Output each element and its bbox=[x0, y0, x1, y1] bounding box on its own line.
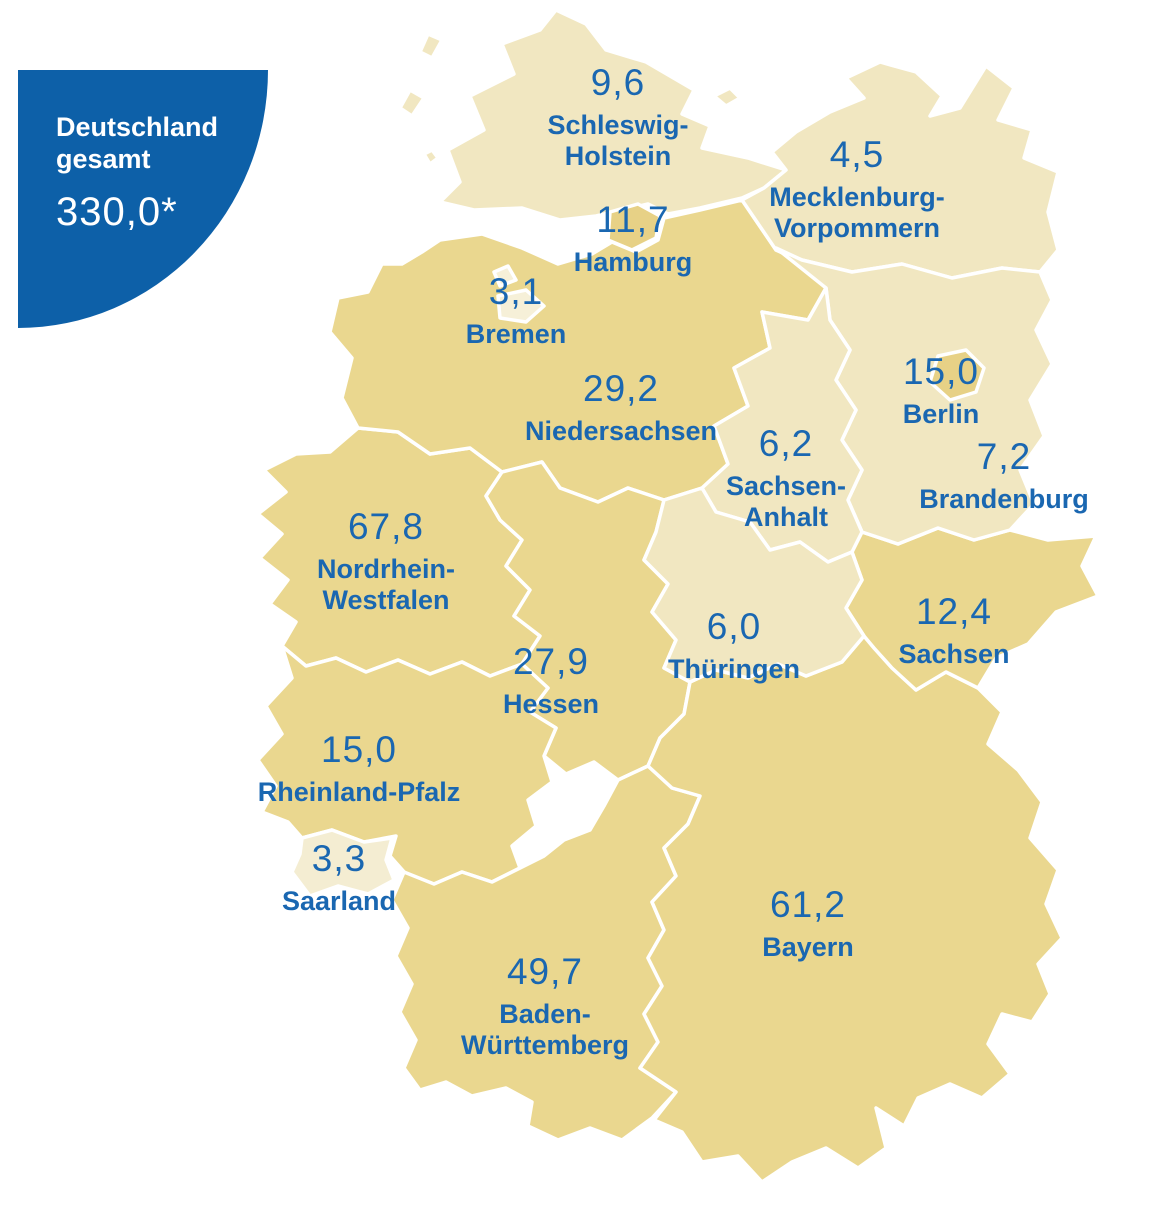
state-name: Schleswig- Holstein bbox=[547, 109, 689, 171]
label-bremen: 3,1 Bremen bbox=[465, 271, 567, 350]
state-value: 15,0 bbox=[902, 351, 979, 392]
state-value: 11,7 bbox=[596, 199, 670, 240]
label-baden-wuerttemberg: 49,7 Baden- Württemberg bbox=[461, 951, 629, 1060]
label-rheinland-pfalz: 15,0 Rheinland-Pfalz bbox=[257, 729, 461, 808]
state-name: Hessen bbox=[502, 688, 600, 719]
label-brandenburg: 7,2 Brandenburg bbox=[919, 436, 1089, 515]
state-name: Rheinland-Pfalz bbox=[257, 776, 461, 807]
label-sachsen: 12,4 Sachsen bbox=[898, 591, 1010, 670]
state-name: Baden- Württemberg bbox=[461, 998, 629, 1060]
map-region-saarland bbox=[290, 828, 396, 898]
island-fehmarn bbox=[712, 86, 742, 108]
map-region-thueringen bbox=[642, 486, 866, 684]
map-region-hamburg bbox=[606, 202, 662, 252]
label-bayern: 61,2 Bayern bbox=[762, 884, 854, 963]
state-value: 27,9 bbox=[512, 641, 589, 682]
total-badge-value: 330,0* bbox=[56, 189, 178, 234]
label-sachsen-anhalt: 6,2 Sachsen- Anhalt bbox=[725, 423, 847, 532]
state-name: Sachsen bbox=[898, 638, 1010, 669]
island-north-frisian-3 bbox=[422, 148, 440, 166]
island-north-frisian-2 bbox=[398, 88, 426, 118]
state-value: 15,0 bbox=[320, 729, 398, 770]
label-berlin: 15,0 Berlin bbox=[902, 351, 980, 430]
state-name: Nordrhein- Westfalen bbox=[317, 553, 455, 615]
state-value: 4,5 bbox=[829, 134, 885, 175]
state-name: Bremen bbox=[465, 318, 567, 349]
island-north-frisian-1 bbox=[418, 32, 444, 60]
state-name: Berlin bbox=[902, 398, 980, 429]
label-hessen: 27,9 Hessen bbox=[502, 641, 600, 720]
label-nordrhein-westfalen: 67,8 Nordrhein- Westfalen bbox=[317, 506, 455, 615]
state-value: 9,6 bbox=[590, 62, 646, 103]
map-region-schleswig-holstein bbox=[438, 8, 788, 222]
state-value: 29,2 bbox=[582, 368, 660, 409]
state-value: 12,4 bbox=[915, 591, 992, 632]
state-name: Saarland bbox=[281, 885, 397, 916]
state-name: Hamburg bbox=[573, 246, 693, 277]
map-region-bremerhaven bbox=[492, 264, 518, 288]
state-value: 6,0 bbox=[706, 606, 762, 647]
state-name: Thüringen bbox=[668, 653, 800, 684]
state-value: 7,2 bbox=[976, 436, 1032, 477]
label-thueringen: 6,0 Thüringen bbox=[668, 606, 800, 685]
state-name: Brandenburg bbox=[919, 483, 1089, 514]
state-name: Sachsen- Anhalt bbox=[725, 470, 847, 532]
state-name: Bayern bbox=[762, 931, 854, 962]
label-mecklenburg-vorpommern: 4,5 Mecklenburg- Vorpommern bbox=[769, 134, 945, 243]
state-value: 3,3 bbox=[311, 838, 367, 879]
label-schleswig-holstein: 9,6 Schleswig- Holstein bbox=[547, 62, 689, 171]
label-niedersachsen: 29,2 Niedersachsen bbox=[524, 368, 718, 447]
state-name: Mecklenburg- Vorpommern bbox=[769, 181, 945, 243]
total-badge-title: Deutschland gesamt bbox=[56, 112, 219, 174]
state-value: 6,2 bbox=[758, 423, 814, 464]
label-saarland: 3,3 Saarland bbox=[281, 838, 397, 917]
label-hamburg: 11,7 Hamburg bbox=[573, 199, 693, 278]
state-value: 3,1 bbox=[488, 271, 544, 312]
state-name: Niedersachsen bbox=[524, 415, 718, 446]
state-value: 49,7 bbox=[506, 951, 583, 992]
map-region-bremen bbox=[496, 288, 546, 324]
state-value: 61,2 bbox=[769, 884, 847, 925]
state-value: 67,8 bbox=[347, 506, 424, 547]
map-region-berlin bbox=[928, 348, 986, 402]
